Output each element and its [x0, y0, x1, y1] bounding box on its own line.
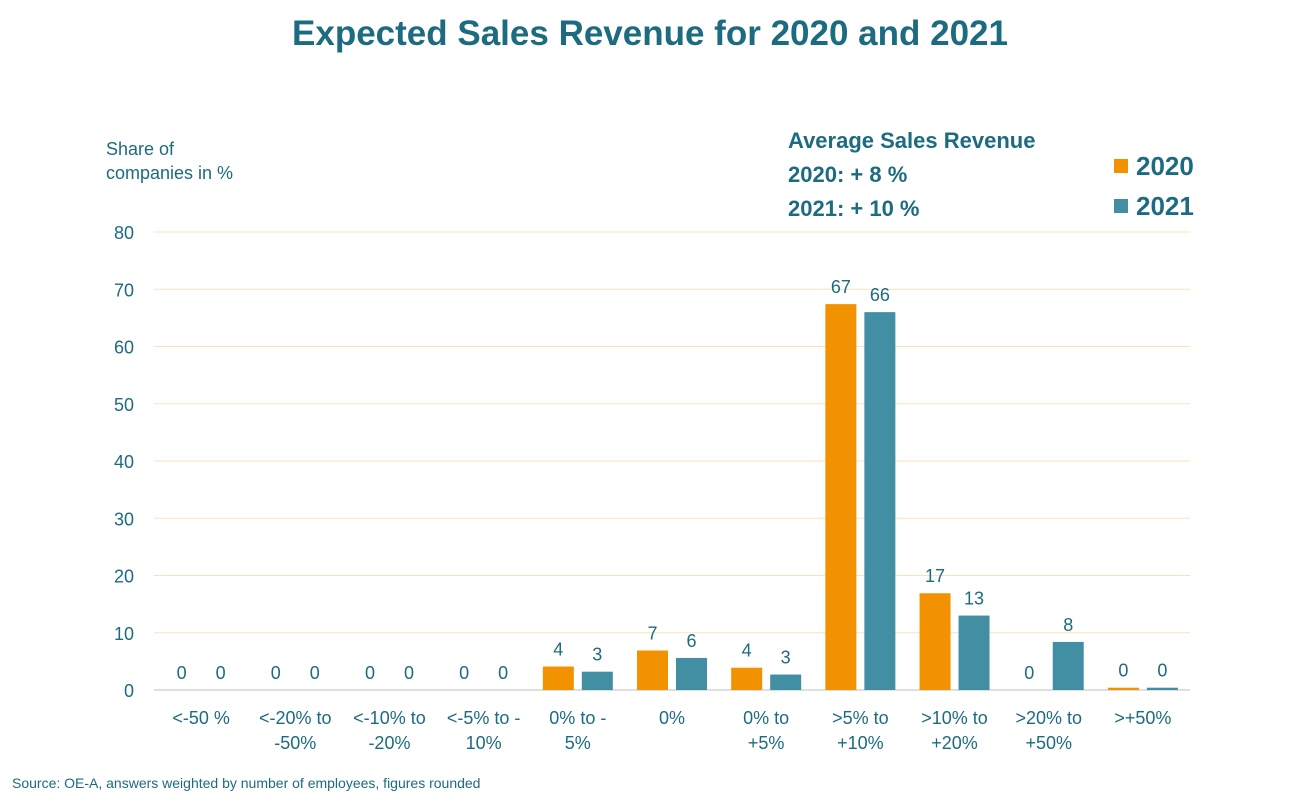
data-label-2021-8: 13 — [964, 589, 984, 609]
bar-2020-6 — [731, 667, 763, 690]
data-label-2021-6: 3 — [781, 648, 791, 668]
data-label-2021-2: 0 — [404, 663, 414, 683]
data-label-2020-6: 4 — [742, 641, 752, 661]
data-label-2020-1: 0 — [271, 663, 281, 683]
data-label-2021-4: 3 — [592, 645, 602, 665]
x-tick-label-10-line-0: >+50% — [1114, 708, 1171, 728]
y-tick-label-0: 0 — [124, 681, 134, 701]
y-axis-label: Share of companies in % — [106, 137, 233, 185]
y-tick-label-30: 30 — [114, 509, 134, 529]
legend-label-2020: 2020 — [1136, 150, 1194, 181]
bar-2020-8 — [919, 593, 951, 690]
data-label-2020-9: 0 — [1024, 663, 1034, 683]
data-label-2020-8: 17 — [925, 566, 945, 586]
x-tick-label-2-line-1: -20% — [368, 733, 410, 753]
y-tick-label-40: 40 — [114, 452, 134, 472]
x-tick-label-0-line-0: <-50 % — [172, 708, 230, 728]
bar-2021-6 — [770, 674, 802, 690]
y-tick-label-70: 70 — [114, 280, 134, 300]
legend: 2020 2021 — [1114, 146, 1194, 226]
bar-2021-8 — [958, 615, 990, 690]
x-tick-label-5-line-0: 0% — [659, 708, 685, 728]
legend-item-2021: 2021 — [1114, 186, 1194, 226]
data-label-2021-10: 0 — [1157, 661, 1167, 681]
chart-title: Expected Sales Revenue for 2020 and 2021 — [292, 14, 1008, 53]
data-label-2020-5: 7 — [647, 623, 657, 643]
bar-2021-7 — [864, 312, 896, 690]
x-tick-label-9-line-1: +50% — [1025, 733, 1072, 753]
bar-2020-10 — [1107, 687, 1139, 690]
data-label-2021-9: 8 — [1063, 615, 1073, 635]
average-annotation-title: Average Sales Revenue — [788, 128, 1036, 153]
bar-2021-9 — [1052, 641, 1084, 690]
x-tick-label-9-line-0: >20% to — [1015, 708, 1082, 728]
data-label-2020-10: 0 — [1118, 661, 1128, 681]
x-tick-label-6-line-1: +5% — [748, 733, 785, 753]
data-label-2021-5: 6 — [686, 631, 696, 651]
legend-swatch-2020 — [1114, 159, 1128, 173]
data-label-2020-0: 0 — [177, 663, 187, 683]
y-axis-label-line-1: Share of — [106, 139, 175, 159]
bar-2021-4 — [581, 671, 613, 690]
x-tick-label-1-line-0: <-20% to — [259, 708, 332, 728]
x-tick-label-1-line-1: -50% — [274, 733, 316, 753]
bar-2020-7 — [825, 304, 857, 690]
x-tick-label-3-line-0: <-5% to - — [447, 708, 521, 728]
data-label-2020-2: 0 — [365, 663, 375, 683]
x-tick-label-7-line-0: >5% to — [832, 708, 889, 728]
data-label-2021-0: 0 — [216, 663, 226, 683]
y-tick-label-80: 80 — [114, 223, 134, 243]
legend-label-2021: 2021 — [1136, 190, 1194, 221]
y-tick-label-50: 50 — [114, 395, 134, 415]
data-label-2020-3: 0 — [459, 663, 469, 683]
y-axis-label-line-2: companies in % — [106, 163, 234, 183]
x-tick-label-7-line-1: +10% — [837, 733, 884, 753]
average-annotation-2020: 2020: + 8 % — [788, 162, 908, 187]
bar-2021-5 — [676, 657, 707, 690]
bar-2020-5 — [637, 650, 668, 690]
data-label-2021-7: 66 — [870, 285, 890, 305]
average-annotation-2021: 2021: + 10 % — [788, 196, 920, 221]
average-annotation: Average Sales Revenue 2020: + 8 % 2021: … — [788, 124, 1035, 226]
x-tick-label-2-line-0: <-10% to — [353, 708, 426, 728]
x-tick-label-8-line-0: >10% to — [921, 708, 988, 728]
legend-item-2020: 2020 — [1114, 146, 1194, 186]
y-tick-label-10: 10 — [114, 624, 134, 644]
source-note: Source: OE-A, answers weighted by number… — [12, 775, 481, 791]
x-tick-label-8-line-1: +20% — [931, 733, 978, 753]
data-label-2021-1: 0 — [310, 663, 320, 683]
x-tick-label-6-line-0: 0% to — [743, 708, 789, 728]
bar-2020-4 — [542, 666, 574, 690]
x-tick-label-3-line-1: 10% — [466, 733, 502, 753]
x-tick-label-4-line-1: 5% — [565, 733, 591, 753]
legend-swatch-2021 — [1114, 199, 1128, 213]
data-label-2021-3: 0 — [498, 663, 508, 683]
x-tick-label-4-line-0: 0% to - — [549, 708, 606, 728]
bar-2021-10 — [1146, 687, 1178, 690]
y-tick-label-60: 60 — [114, 338, 134, 358]
data-label-2020-4: 4 — [553, 640, 563, 660]
y-tick-label-20: 20 — [114, 567, 134, 587]
data-label-2020-7: 67 — [831, 277, 851, 297]
